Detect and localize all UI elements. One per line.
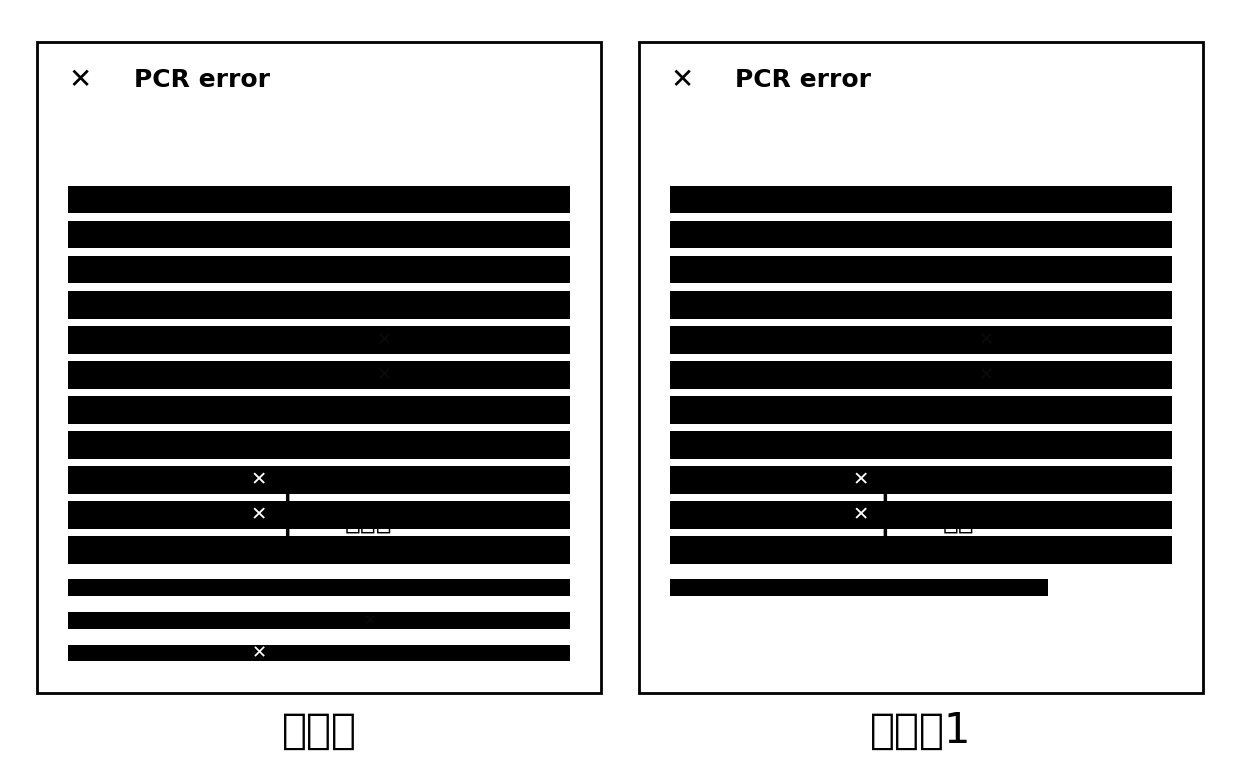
Bar (670, 361, 1172, 389)
Bar (670, 221, 1172, 248)
Bar (68, 326, 570, 354)
Bar (68, 256, 570, 283)
Text: PCR error: PCR error (134, 68, 270, 92)
Bar (670, 501, 1172, 529)
Text: ✕: ✕ (252, 644, 267, 662)
Bar (670, 579, 1048, 596)
Bar (68, 396, 570, 424)
Bar (37, 42, 601, 693)
Bar (670, 326, 1172, 354)
Bar (68, 186, 570, 213)
Text: PCR error: PCR error (735, 68, 872, 92)
Text: 对比例: 对比例 (281, 710, 357, 752)
Bar (670, 536, 1172, 564)
Bar (639, 42, 1203, 693)
Text: ✕: ✕ (250, 506, 268, 524)
Text: 较偏: 较偏 (942, 509, 975, 535)
Bar (670, 466, 1172, 494)
Bar (68, 501, 570, 529)
Bar (670, 186, 1172, 213)
Text: ✕: ✕ (69, 66, 92, 94)
Text: ✕: ✕ (852, 471, 869, 489)
Text: ✕: ✕ (377, 331, 392, 349)
Text: ✕: ✕ (852, 506, 869, 524)
Text: ✕: ✕ (250, 471, 268, 489)
Bar (68, 221, 570, 248)
Bar (68, 645, 570, 661)
Bar (68, 612, 570, 629)
Text: ✕: ✕ (978, 366, 993, 384)
Bar (670, 291, 1172, 319)
Bar (670, 256, 1172, 283)
Bar (68, 361, 570, 389)
Text: ✕: ✕ (377, 366, 392, 384)
Bar (68, 431, 570, 459)
Text: 无较偏: 无较偏 (345, 509, 392, 535)
Bar (68, 466, 570, 494)
Text: ✕: ✕ (978, 331, 993, 349)
Bar (68, 291, 570, 319)
Bar (670, 396, 1172, 424)
Bar (68, 536, 570, 564)
Bar (670, 431, 1172, 459)
Bar (68, 579, 570, 596)
Text: 实施例1: 实施例1 (870, 710, 971, 752)
Text: ✕: ✕ (671, 66, 693, 94)
Text: ✕: ✕ (363, 613, 376, 628)
